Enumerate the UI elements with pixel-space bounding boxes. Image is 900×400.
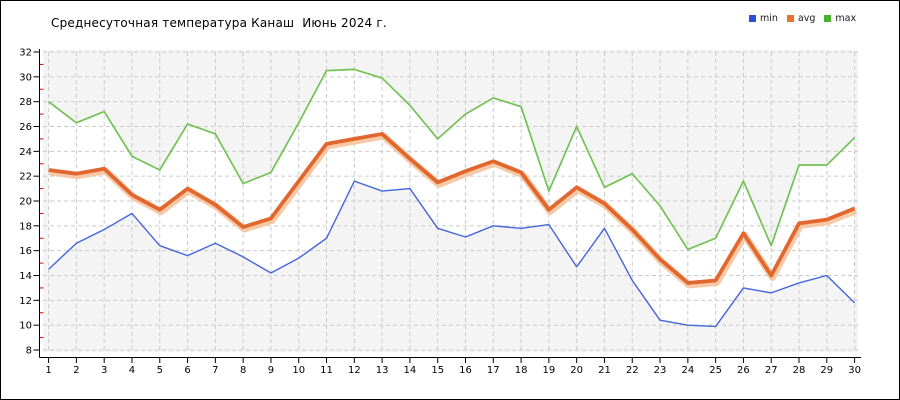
svg-text:29: 29 [820, 365, 833, 376]
svg-text:26: 26 [737, 365, 750, 376]
chart-title: Среднесуточная температура Канаш Июнь 20… [51, 16, 387, 30]
svg-text:14: 14 [404, 365, 417, 376]
svg-text:11: 11 [320, 365, 333, 376]
svg-text:4: 4 [129, 365, 135, 376]
legend: min avg max [749, 14, 856, 24]
svg-text:28: 28 [793, 365, 806, 376]
svg-text:7: 7 [212, 365, 218, 376]
svg-text:16: 16 [19, 246, 32, 257]
svg-text:8: 8 [240, 365, 246, 376]
svg-text:16: 16 [459, 365, 472, 376]
svg-text:32: 32 [19, 48, 32, 59]
legend-label-min: min [760, 13, 778, 24]
svg-text:18: 18 [515, 365, 528, 376]
legend-swatch-max-icon [824, 15, 832, 23]
svg-text:2: 2 [73, 365, 79, 376]
svg-text:10: 10 [292, 365, 305, 376]
svg-text:14: 14 [19, 271, 32, 282]
svg-text:23: 23 [654, 365, 667, 376]
svg-text:20: 20 [19, 197, 32, 208]
svg-text:25: 25 [709, 365, 722, 376]
legend-item-avg: avg [786, 13, 816, 24]
svg-text:6: 6 [184, 365, 190, 376]
svg-text:22: 22 [626, 365, 639, 376]
svg-text:12: 12 [19, 296, 32, 307]
svg-text:30: 30 [848, 365, 861, 376]
svg-text:10: 10 [19, 321, 32, 332]
svg-text:9: 9 [268, 365, 274, 376]
svg-text:28: 28 [19, 97, 32, 108]
svg-text:21: 21 [598, 365, 611, 376]
legend-label-avg: avg [797, 13, 816, 24]
svg-text:27: 27 [765, 365, 778, 376]
svg-text:30: 30 [19, 72, 32, 83]
svg-text:20: 20 [570, 365, 583, 376]
legend-item-min: min [749, 14, 778, 24]
svg-text:3: 3 [101, 365, 107, 376]
svg-text:26: 26 [19, 122, 32, 133]
svg-text:13: 13 [376, 365, 389, 376]
svg-text:17: 17 [487, 365, 500, 376]
svg-text:8: 8 [26, 346, 32, 357]
svg-text:15: 15 [431, 365, 444, 376]
svg-text:22: 22 [19, 172, 32, 183]
svg-text:18: 18 [19, 221, 32, 232]
legend-item-max: max [824, 14, 856, 24]
svg-text:24: 24 [19, 147, 32, 158]
svg-text:12: 12 [348, 365, 361, 376]
svg-text:24: 24 [681, 365, 694, 376]
svg-text:19: 19 [543, 365, 556, 376]
legend-swatch-avg-icon [786, 15, 794, 23]
svg-text:1: 1 [45, 365, 51, 376]
legend-swatch-min-icon [749, 15, 756, 23]
svg-text:5: 5 [157, 365, 163, 376]
legend-label-max: max [835, 13, 857, 24]
